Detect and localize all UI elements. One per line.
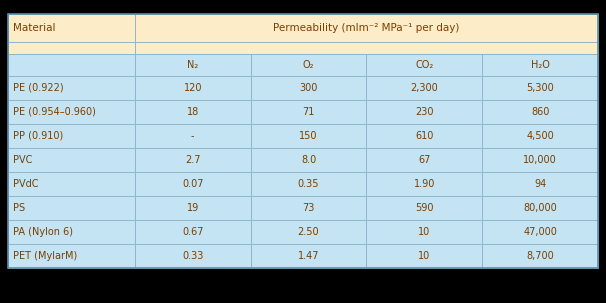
Bar bbox=[367, 220, 482, 244]
Bar bbox=[8, 100, 135, 124]
Text: 610: 610 bbox=[415, 131, 433, 141]
Bar bbox=[482, 244, 598, 268]
Text: 230: 230 bbox=[415, 107, 433, 117]
Bar bbox=[482, 148, 598, 172]
Text: 2,300: 2,300 bbox=[410, 83, 438, 93]
Text: 0.35: 0.35 bbox=[298, 179, 319, 189]
Bar bbox=[135, 14, 598, 42]
Bar bbox=[8, 172, 135, 196]
Bar bbox=[251, 100, 367, 124]
Text: 18: 18 bbox=[187, 107, 199, 117]
Bar bbox=[251, 76, 367, 100]
Bar bbox=[8, 220, 135, 244]
Bar bbox=[135, 42, 598, 54]
Bar bbox=[251, 196, 367, 220]
Text: 10: 10 bbox=[418, 251, 430, 261]
Text: PS: PS bbox=[13, 203, 25, 213]
Text: Permeability (mlm⁻² MPa⁻¹ per day): Permeability (mlm⁻² MPa⁻¹ per day) bbox=[273, 23, 459, 33]
Bar bbox=[251, 124, 367, 148]
Bar bbox=[135, 196, 251, 220]
Text: PE (0.954–0.960): PE (0.954–0.960) bbox=[13, 107, 96, 117]
Bar bbox=[8, 54, 135, 76]
Bar bbox=[135, 54, 251, 76]
Bar bbox=[251, 54, 367, 76]
Bar bbox=[367, 124, 482, 148]
Text: 150: 150 bbox=[299, 131, 318, 141]
Bar bbox=[367, 196, 482, 220]
Text: 2.7: 2.7 bbox=[185, 155, 201, 165]
Bar bbox=[8, 124, 135, 148]
Text: 80,000: 80,000 bbox=[523, 203, 557, 213]
Text: PE (0.922): PE (0.922) bbox=[13, 83, 64, 93]
Text: 8.0: 8.0 bbox=[301, 155, 316, 165]
Bar bbox=[8, 244, 135, 268]
Bar bbox=[135, 124, 251, 148]
Bar bbox=[367, 54, 482, 76]
Text: 10,000: 10,000 bbox=[523, 155, 557, 165]
Text: 10: 10 bbox=[418, 227, 430, 237]
Text: Material: Material bbox=[13, 23, 56, 33]
Text: CO₂: CO₂ bbox=[415, 60, 433, 70]
Text: 94: 94 bbox=[534, 179, 546, 189]
Bar bbox=[8, 76, 135, 100]
Bar bbox=[251, 244, 367, 268]
Bar bbox=[8, 196, 135, 220]
Bar bbox=[482, 54, 598, 76]
Bar bbox=[135, 148, 251, 172]
Text: 73: 73 bbox=[302, 203, 315, 213]
Bar bbox=[482, 100, 598, 124]
Bar bbox=[135, 244, 251, 268]
Text: 71: 71 bbox=[302, 107, 315, 117]
Text: PET (MylarM): PET (MylarM) bbox=[13, 251, 77, 261]
Text: 590: 590 bbox=[415, 203, 433, 213]
Text: PVC: PVC bbox=[13, 155, 32, 165]
Bar bbox=[135, 100, 251, 124]
Text: PP (0.910): PP (0.910) bbox=[13, 131, 63, 141]
Bar bbox=[8, 14, 598, 268]
Text: -: - bbox=[191, 131, 195, 141]
Text: 0.07: 0.07 bbox=[182, 179, 204, 189]
Text: 860: 860 bbox=[531, 107, 549, 117]
Bar bbox=[367, 76, 482, 100]
Text: 8,700: 8,700 bbox=[526, 251, 554, 261]
Bar bbox=[135, 220, 251, 244]
Text: O₂: O₂ bbox=[303, 60, 315, 70]
Bar bbox=[135, 172, 251, 196]
Bar bbox=[482, 172, 598, 196]
Text: 4,500: 4,500 bbox=[526, 131, 554, 141]
Text: 120: 120 bbox=[184, 83, 202, 93]
Text: 1.47: 1.47 bbox=[298, 251, 319, 261]
Bar bbox=[8, 14, 135, 42]
Text: 19: 19 bbox=[187, 203, 199, 213]
Text: PA (Nylon 6): PA (Nylon 6) bbox=[13, 227, 73, 237]
Bar bbox=[482, 76, 598, 100]
Bar bbox=[8, 148, 135, 172]
Text: 47,000: 47,000 bbox=[523, 227, 557, 237]
Bar bbox=[135, 76, 251, 100]
Bar bbox=[251, 220, 367, 244]
Text: 5,300: 5,300 bbox=[526, 83, 554, 93]
Text: 1.90: 1.90 bbox=[414, 179, 435, 189]
Bar bbox=[8, 42, 135, 54]
Bar bbox=[367, 244, 482, 268]
Bar bbox=[367, 100, 482, 124]
Text: 0.33: 0.33 bbox=[182, 251, 204, 261]
Text: PVdC: PVdC bbox=[13, 179, 39, 189]
Bar bbox=[482, 220, 598, 244]
Text: 0.67: 0.67 bbox=[182, 227, 204, 237]
Bar bbox=[367, 148, 482, 172]
Bar bbox=[482, 196, 598, 220]
Text: 67: 67 bbox=[418, 155, 430, 165]
Text: N₂: N₂ bbox=[187, 60, 198, 70]
Text: H₂O: H₂O bbox=[531, 60, 550, 70]
Bar bbox=[482, 124, 598, 148]
Bar bbox=[367, 172, 482, 196]
Bar bbox=[251, 172, 367, 196]
Text: 300: 300 bbox=[299, 83, 318, 93]
Bar bbox=[251, 148, 367, 172]
Text: 2.50: 2.50 bbox=[298, 227, 319, 237]
